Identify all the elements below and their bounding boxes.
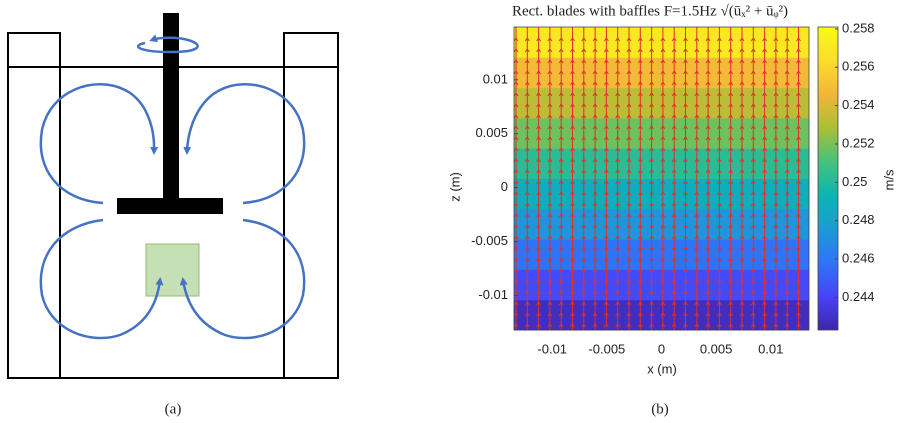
x-tick-label: 0.01	[758, 341, 783, 356]
tank-diagram	[7, 13, 339, 379]
vector-arrow	[705, 27, 711, 330]
vector-arrow	[558, 27, 564, 330]
vector-field	[513, 27, 801, 330]
vector-arrow	[796, 27, 801, 330]
vector-arrow	[513, 27, 519, 330]
x-axis-label: x (m)	[647, 361, 677, 376]
vector-arrow	[649, 27, 655, 330]
heat-cell	[514, 208, 809, 240]
colorbar	[817, 26, 839, 331]
vector-arrow	[671, 27, 677, 330]
colorbar-tick-label: 0.244	[842, 289, 875, 304]
y-tick-label: 0.005	[475, 125, 508, 140]
x-tick-label: -0.005	[588, 341, 625, 356]
heat-cell	[514, 27, 809, 58]
vector-arrow	[547, 27, 553, 330]
vector-arrow	[716, 27, 722, 330]
y-tick-label: 0	[501, 179, 508, 194]
vector-arrow	[762, 27, 768, 330]
vector-arrow	[683, 27, 688, 330]
colorbar-tick-label: 0.248	[842, 212, 875, 227]
vector-arrow	[524, 27, 530, 330]
vector-arrow	[728, 27, 734, 330]
colorbar-tick-label: 0.252	[842, 135, 875, 150]
colorbar-tick-label: 0.254	[842, 97, 875, 112]
colorbar-tick-label: 0.256	[842, 59, 875, 74]
colorbar-tick-label: 0.246	[842, 250, 875, 265]
x-tick-label: -0.01	[537, 341, 567, 356]
x-tick-label: 0.005	[700, 341, 733, 356]
vector-arrow	[773, 27, 779, 330]
vector-arrow	[626, 27, 632, 330]
vector-arrow	[536, 27, 542, 330]
flow-arrows	[39, 34, 306, 340]
y-tick-label: -0.005	[471, 233, 508, 248]
vector-arrow	[592, 27, 598, 330]
heat-cell	[514, 87, 809, 119]
y-tick-label: -0.01	[478, 287, 508, 302]
colorbar-tick-label: 0.258	[842, 20, 875, 35]
heat-cell	[514, 269, 809, 301]
y-tick-label: 0.01	[483, 71, 508, 86]
vector-arrow	[750, 27, 756, 330]
vector-arrow	[570, 27, 575, 330]
colorbar-label: m/s	[881, 169, 896, 190]
vector-arrow	[784, 27, 790, 330]
vector-arrow	[694, 27, 700, 330]
vector-arrow	[739, 27, 745, 330]
vector-arrow	[637, 27, 643, 330]
colorbar-tick-label: 0.25	[842, 174, 867, 189]
vector-arrow	[615, 27, 621, 330]
x-tick-label: 0	[658, 341, 665, 356]
caption: (b)	[651, 401, 669, 417]
heat-cell	[514, 148, 809, 179]
heat-cell	[514, 117, 809, 149]
heat-cell	[514, 239, 809, 270]
chart-title: Rect. blades with baffles F=1.5Hz √(ūₓ² …	[512, 3, 788, 19]
vector-arrow	[603, 27, 609, 330]
vector-arrow	[660, 27, 666, 330]
caption: (a)	[165, 401, 182, 417]
vector-arrow	[581, 27, 587, 330]
y-axis-label: z (m)	[447, 172, 462, 202]
